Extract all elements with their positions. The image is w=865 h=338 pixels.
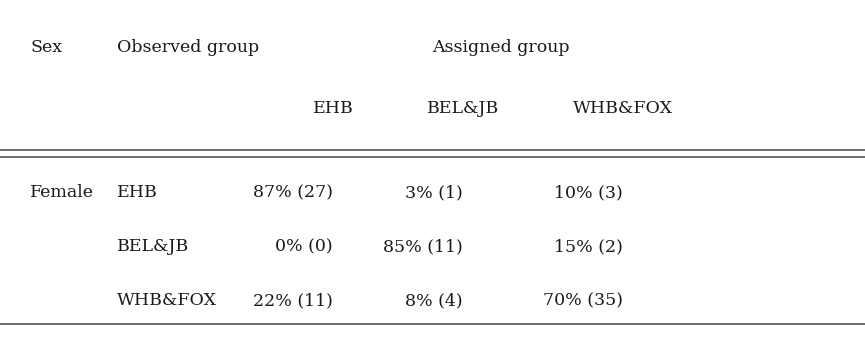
Text: 3% (1): 3% (1)	[405, 184, 463, 201]
Text: 10% (3): 10% (3)	[554, 184, 623, 201]
Text: 85% (11): 85% (11)	[383, 238, 463, 255]
Text: WHB&FOX: WHB&FOX	[573, 100, 673, 117]
Text: 0% (0): 0% (0)	[275, 238, 333, 255]
Text: EHB: EHB	[117, 184, 157, 201]
Text: BEL&JB: BEL&JB	[117, 238, 189, 255]
Text: 15% (2): 15% (2)	[554, 238, 623, 255]
Text: 70% (35): 70% (35)	[543, 292, 623, 309]
Text: BEL&JB: BEL&JB	[426, 100, 499, 117]
Text: 8% (4): 8% (4)	[405, 292, 463, 309]
Text: 22% (11): 22% (11)	[253, 292, 333, 309]
Text: Observed group: Observed group	[117, 39, 259, 56]
Text: Assigned group: Assigned group	[432, 39, 570, 56]
Text: WHB&FOX: WHB&FOX	[117, 292, 217, 309]
Text: EHB: EHB	[312, 100, 354, 117]
Text: Sex: Sex	[30, 39, 62, 56]
Text: Female: Female	[30, 184, 94, 201]
Text: 87% (27): 87% (27)	[253, 184, 333, 201]
